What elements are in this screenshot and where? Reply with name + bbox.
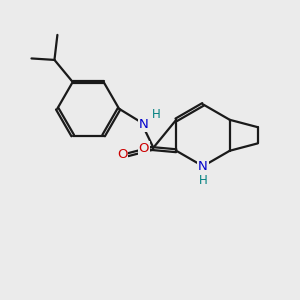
Text: N: N (198, 160, 208, 173)
Text: H: H (152, 108, 161, 121)
Text: O: O (117, 148, 127, 161)
Text: O: O (139, 142, 149, 155)
Text: N: N (139, 118, 149, 130)
Text: H: H (199, 174, 207, 187)
